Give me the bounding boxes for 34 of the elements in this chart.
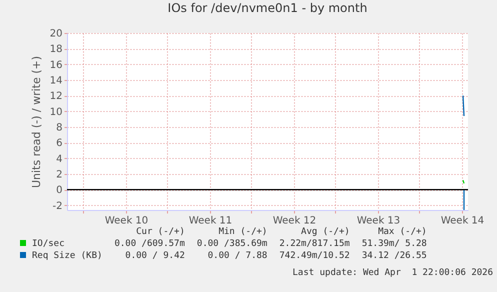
text: 0.00 /609.57m [113,238,186,250]
y-tick-label: 4 [56,154,62,165]
x-tick-label: Week 11 [188,216,232,226]
chart-title: IOs for /dev/nvme0n1 - by month [168,1,368,15]
y-tick-label: 14 [50,75,62,86]
text: Last update: Wed Apr 1 22:00:06 2026 [292,268,493,278]
x-tick-label: Week 10 [104,216,148,226]
y-tick-label: 8 [56,122,62,134]
y-tick-label: 0 [56,185,62,196]
y-tick-label: 20 [50,28,62,40]
text: 0.00 /385.69m [196,238,268,250]
legend-label: IO/sec [31,238,66,250]
text: 0.00 / 7.88 [206,250,268,262]
y-tick-label: 2 [56,169,62,180]
text: 2.22m/817.15m [278,238,351,250]
text: 742.49m/10.52 [278,250,351,262]
text: Min (-/+) [218,226,268,238]
text: Cur (-/+) [135,226,186,238]
x-tick-label: Week 13 [356,216,400,226]
y-tick-label: -2 [52,200,62,212]
y-tick-label: 12 [50,91,62,102]
y-tick-label: 18 [50,44,62,56]
legend-label: Req Size (KB) [31,250,104,262]
text: Max (-/+) [377,226,428,238]
x-tick-label: Week 12 [272,216,316,226]
y-tick-label: 16 [50,60,62,71]
y-tick-label: 6 [56,138,62,150]
text: 0.00 / 9.42 [124,250,186,262]
y-tick-label: 10 [50,106,62,118]
text: 51.39m/ 5.28 [360,238,428,250]
y-axis-title: Units read (-) / write (+) [30,56,43,188]
text: Avg (-/+) [300,226,351,238]
text: 34.12 /26.55 [360,250,428,262]
x-tick-label: Week 14 [440,216,484,226]
